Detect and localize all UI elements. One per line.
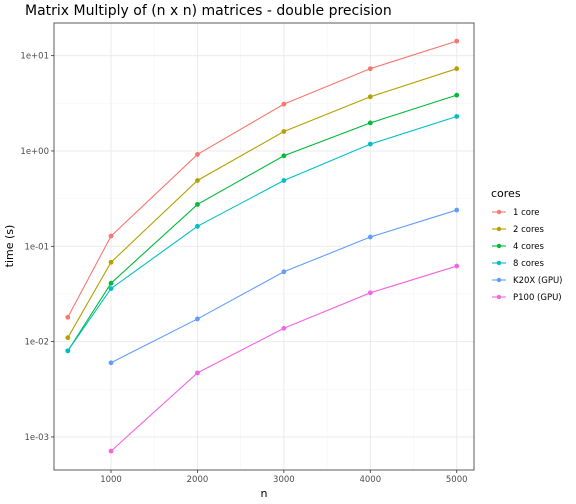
data-point-2-cores <box>281 129 287 134</box>
series-2-cores <box>65 66 460 341</box>
data-point-8-cores <box>281 178 287 183</box>
data-point-1-core <box>108 233 114 239</box>
chart-title: Matrix Multiply of (n x n) matrices - do… <box>25 3 392 19</box>
data-point-4-cores <box>108 280 114 286</box>
data-point-1-core <box>195 152 200 157</box>
legend-title: cores <box>491 187 521 200</box>
series-line-8-cores <box>67 115 457 352</box>
legend-key-point <box>496 209 502 215</box>
data-point-8-cores <box>454 114 460 119</box>
y-tick-label: 1e-03 <box>24 433 49 443</box>
legend: cores 1 core 2 cores 4 cores 8 cores K20X (G… <box>491 187 562 303</box>
series-line-4-cores <box>67 94 457 352</box>
data-point-4-cores <box>454 92 460 98</box>
legend-item-k20x-gpu: K20X (GPU) <box>492 276 562 286</box>
data-point-4-cores <box>195 202 200 207</box>
data-point-p100-gpu <box>108 448 114 454</box>
data-point-1-core <box>65 314 71 320</box>
data-point-1-core <box>367 66 373 72</box>
x-tick-label: 3000 <box>273 475 295 485</box>
x-tick-label: 1000 <box>100 475 122 485</box>
series-layer <box>65 38 460 454</box>
x-tick-label: 5000 <box>446 475 468 485</box>
legend-key-point <box>496 277 502 283</box>
data-point-k20x-gpu <box>367 234 373 240</box>
legend-label: K20X (GPU) <box>513 276 562 286</box>
x-axis-title: n <box>261 487 268 500</box>
series-8-cores <box>65 114 460 354</box>
data-point-p100-gpu <box>195 370 200 376</box>
data-point-p100-gpu <box>367 290 373 296</box>
data-point-k20x-gpu <box>195 316 200 322</box>
y-tick-label: 1e-02 <box>24 338 49 348</box>
grid <box>54 23 474 470</box>
series-line-2-cores <box>67 68 457 338</box>
legend-key-point <box>496 260 502 266</box>
data-point-2-cores <box>367 94 373 100</box>
data-point-p100-gpu <box>281 325 287 331</box>
legend-label: 1 core <box>513 208 540 218</box>
data-point-8-cores <box>65 348 71 354</box>
x-tick-label: 4000 <box>359 475 381 485</box>
y-tick-label: 1e-01 <box>24 242 49 252</box>
y-tick-label: 1e+00 <box>20 147 49 157</box>
x-tick-label: 2000 <box>187 475 209 485</box>
data-point-8-cores <box>195 223 200 229</box>
legend-label: 8 cores <box>513 259 545 269</box>
axes: 1000 2000 3000 4000 5000 1e-03 1e-02 1e-01 1e+00… <box>20 52 467 485</box>
legend-key-point <box>496 243 502 249</box>
y-axis-title: time (s) <box>3 225 16 268</box>
series-k20x-gpu <box>108 207 460 366</box>
data-point-k20x-gpu <box>108 360 114 366</box>
series-p100-gpu <box>108 263 460 454</box>
legend-key-point <box>496 226 502 232</box>
legend-key-point <box>496 294 502 300</box>
data-point-2-cores <box>454 66 460 72</box>
series-line-1-core <box>67 40 457 318</box>
data-point-4-cores <box>367 120 373 126</box>
data-point-2-cores <box>195 178 200 183</box>
data-point-4-cores <box>281 153 287 159</box>
data-point-2-cores <box>65 335 71 341</box>
data-point-2-cores <box>108 259 114 265</box>
data-point-k20x-gpu <box>454 207 460 213</box>
legend-label: 4 cores <box>513 242 545 252</box>
data-point-8-cores <box>367 141 373 147</box>
data-point-k20x-gpu <box>281 269 287 275</box>
data-point-p100-gpu <box>454 263 460 269</box>
legend-label: P100 (GPU) <box>513 293 562 303</box>
series-1-core <box>65 38 460 320</box>
legend-item-8-cores: 8 cores <box>492 259 545 269</box>
data-point-1-core <box>454 38 460 44</box>
data-point-8-cores <box>108 286 114 291</box>
legend-label: 2 cores <box>513 225 545 235</box>
data-point-1-core <box>281 101 287 107</box>
legend-item-p100-gpu: P100 (GPU) <box>492 293 562 303</box>
legend-item-4-cores: 4 cores <box>492 242 545 252</box>
y-tick-label: 1e+01 <box>20 52 49 62</box>
legend-item-1-core: 1 core <box>492 208 540 218</box>
legend-item-2-cores: 2 cores <box>492 225 545 235</box>
